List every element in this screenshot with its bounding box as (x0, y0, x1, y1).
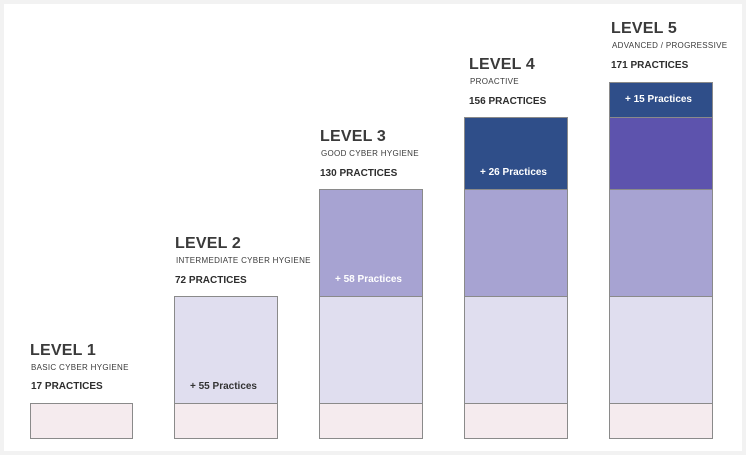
level-5-title: LEVEL 5 (611, 20, 678, 37)
level-5-tier-2 (609, 296, 713, 404)
level-5-added-label: + 15 Practices (625, 94, 692, 105)
level-3-subtitle: GOOD CYBER HYGIENE (321, 149, 419, 158)
level-5-tier-3 (609, 189, 713, 297)
level-2-title: LEVEL 2 (175, 235, 242, 252)
level-4-count: 156 PRACTICES (469, 96, 547, 107)
maturity-levels-diagram: LEVEL 1 BASIC CYBER HYGIENE 17 PRACTICES… (4, 4, 742, 451)
level-4-tier-3 (464, 189, 568, 297)
level-3-count: 130 PRACTICES (320, 168, 398, 179)
level-1-tier-1 (30, 403, 133, 439)
level-5-subtitle: ADVANCED / PROGRESSIVE (612, 41, 728, 50)
level-3-title: LEVEL 3 (320, 128, 387, 145)
level-3-tier-3 (319, 189, 423, 297)
level-4-title: LEVEL 4 (469, 56, 536, 73)
level-1-subtitle: BASIC CYBER HYGIENE (31, 363, 129, 372)
level-4-tier-1 (464, 403, 568, 439)
level-5-tier-1 (609, 403, 713, 439)
level-2-added-label: + 55 Practices (190, 381, 257, 392)
level-2-subtitle: INTERMEDIATE CYBER HYGIENE (176, 256, 311, 265)
level-4-tier-2 (464, 296, 568, 404)
level-4-tier-4 (464, 117, 568, 190)
level-5-tier-4 (609, 117, 713, 190)
level-4-subtitle: PROACTIVE (470, 77, 519, 86)
level-2-count: 72 PRACTICES (175, 275, 247, 286)
level-1-title: LEVEL 1 (30, 342, 97, 359)
level-5-count: 171 PRACTICES (611, 60, 689, 71)
level-2-tier-1 (174, 403, 278, 439)
level-1-count: 17 PRACTICES (31, 381, 103, 392)
level-3-tier-1 (319, 403, 423, 439)
level-4-added-label: + 26 Practices (480, 167, 547, 178)
level-3-added-label: + 58 Practices (335, 274, 402, 285)
level-2-tier-2 (174, 296, 278, 404)
level-3-tier-2 (319, 296, 423, 404)
